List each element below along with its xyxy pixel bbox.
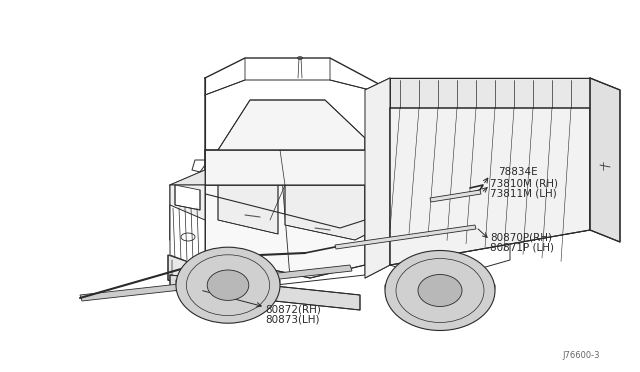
Ellipse shape	[385, 250, 495, 330]
Text: 80873(LH): 80873(LH)	[265, 315, 319, 325]
Polygon shape	[170, 205, 205, 268]
Polygon shape	[285, 155, 365, 240]
Text: 80871P (LH): 80871P (LH)	[490, 243, 554, 253]
Polygon shape	[170, 170, 205, 185]
Ellipse shape	[176, 247, 280, 323]
Text: J76600-3: J76600-3	[563, 350, 600, 359]
Polygon shape	[390, 78, 590, 108]
Polygon shape	[205, 150, 365, 278]
Text: 73811M (LH): 73811M (LH)	[490, 188, 557, 198]
Polygon shape	[205, 150, 365, 185]
Ellipse shape	[418, 275, 462, 307]
Polygon shape	[218, 100, 365, 150]
Polygon shape	[170, 185, 205, 255]
Ellipse shape	[298, 57, 303, 60]
Polygon shape	[390, 108, 590, 265]
Polygon shape	[430, 190, 481, 202]
Polygon shape	[170, 275, 360, 310]
Polygon shape	[80, 265, 352, 301]
Text: 80872(RH): 80872(RH)	[265, 305, 321, 315]
Text: 80870P(RH): 80870P(RH)	[490, 233, 552, 243]
Polygon shape	[590, 78, 620, 242]
Polygon shape	[365, 78, 390, 278]
Polygon shape	[175, 185, 200, 210]
Text: 78834E: 78834E	[498, 167, 538, 177]
Ellipse shape	[207, 270, 249, 301]
Text: 73810M (RH): 73810M (RH)	[490, 178, 558, 188]
Polygon shape	[168, 255, 205, 293]
Polygon shape	[218, 155, 278, 234]
Polygon shape	[335, 225, 476, 249]
